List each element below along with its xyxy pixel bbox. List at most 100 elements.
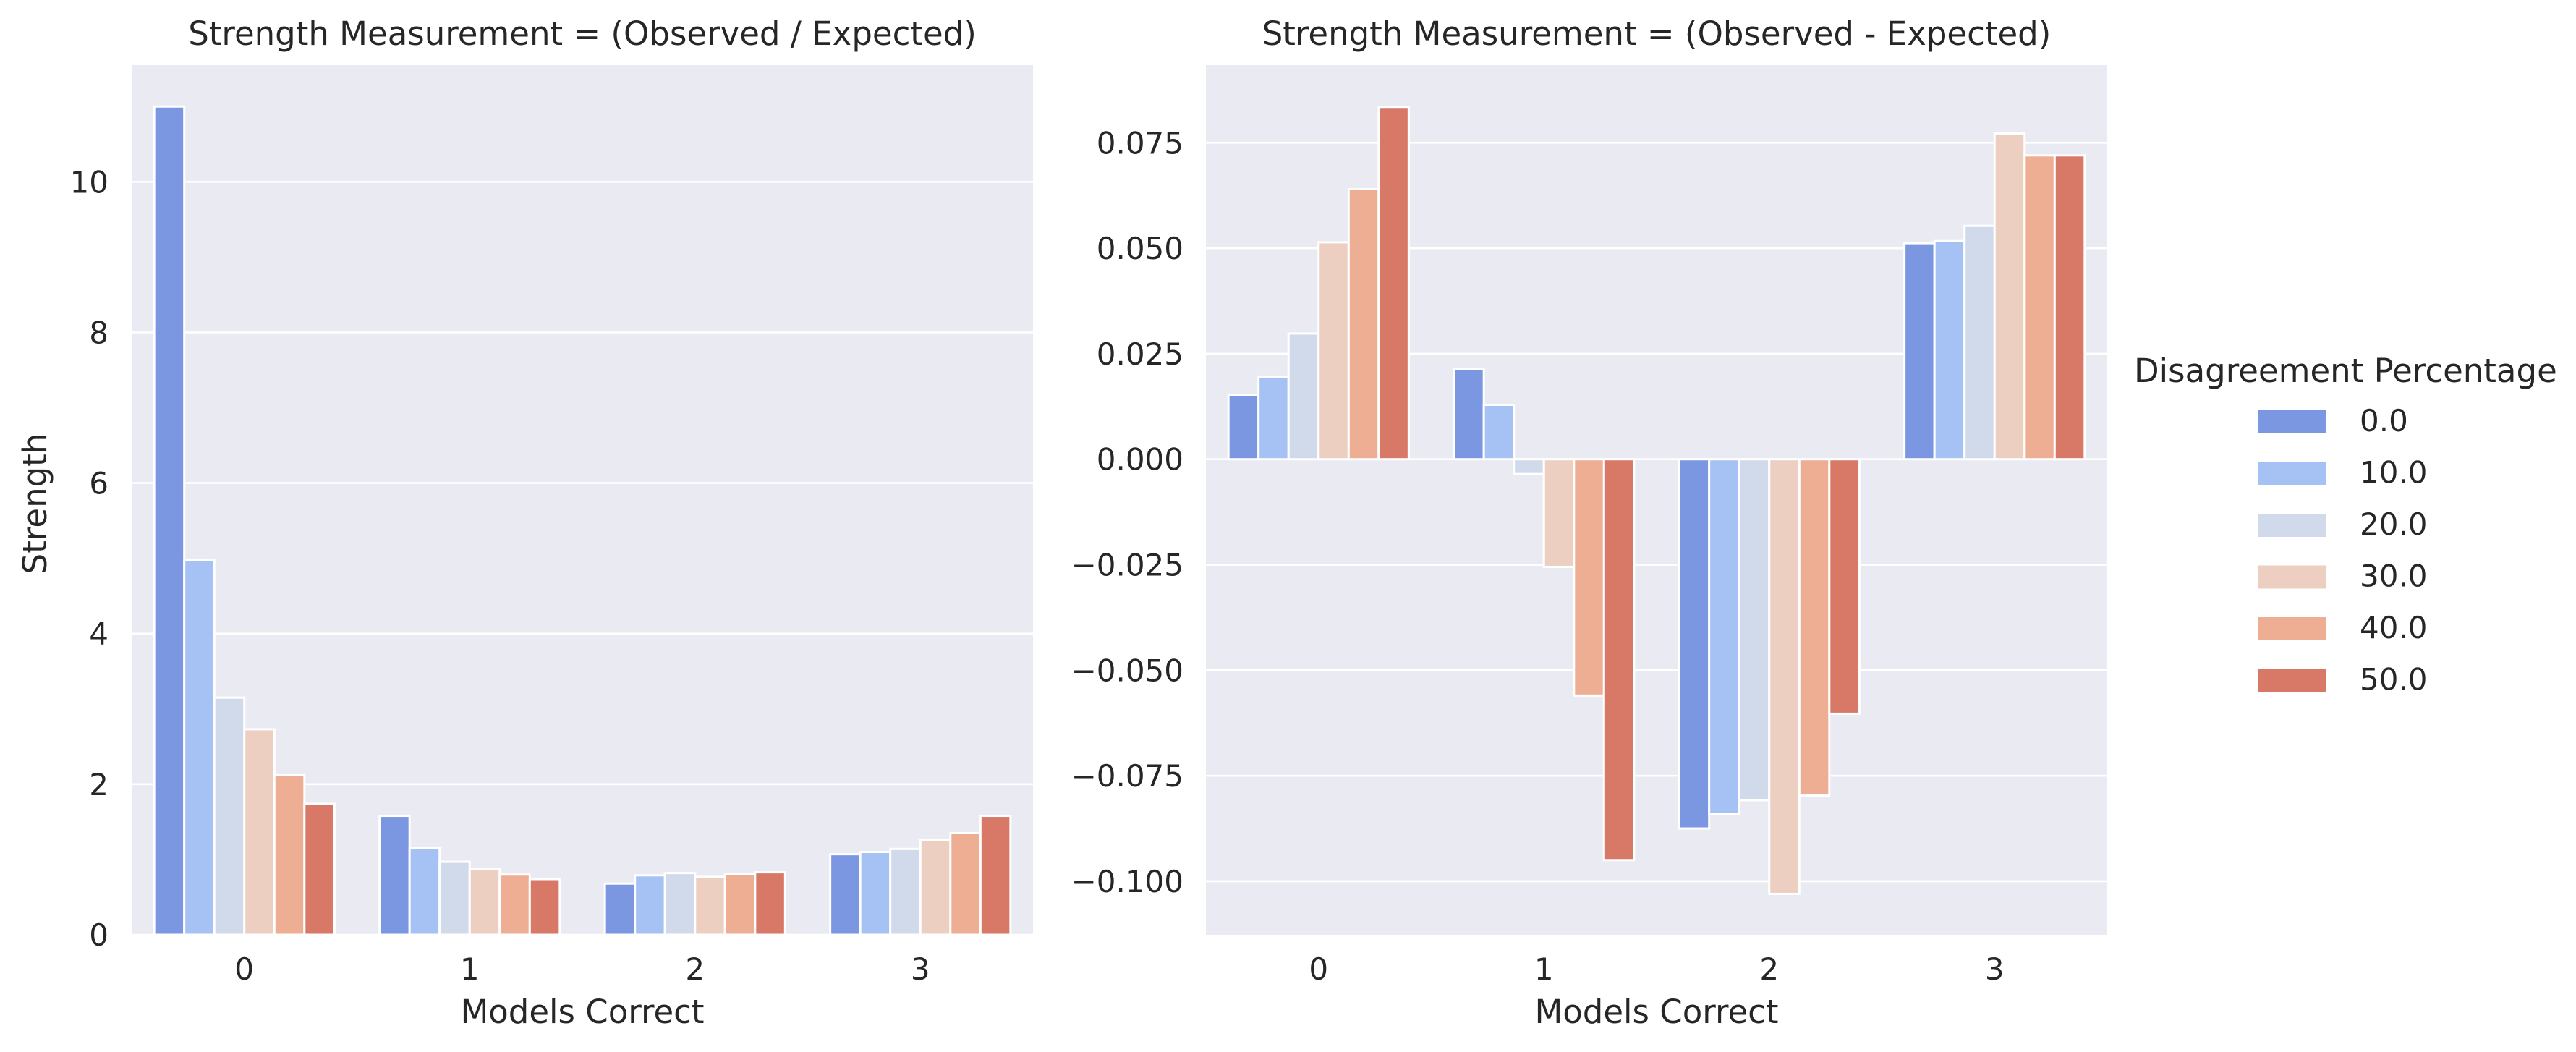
y-tick-label: 6 [89, 466, 109, 501]
y-tick-label: 2 [89, 767, 109, 802]
y-tick-label: −0.025 [1071, 548, 1183, 583]
bar-3-30_0 [919, 839, 952, 936]
bar-1-10_0 [408, 847, 441, 936]
bar-2-50_0 [1828, 458, 1861, 715]
x-axis-label: Models Correct [1534, 993, 1778, 1031]
y-tick-label: 0 [89, 917, 109, 953]
bar-1-10_0 [1482, 403, 1516, 461]
legend-label: 50.0 [2360, 662, 2428, 697]
bar-3-20_0 [889, 847, 922, 936]
bar-2-10_0 [1708, 458, 1740, 815]
bar-1-50_0 [528, 878, 561, 936]
y-tick-label: 0.025 [1097, 336, 1183, 372]
bar-1-0_0 [1453, 368, 1485, 461]
x-tick-labels: 0 1 2 3 [1309, 951, 2004, 987]
bar-2-20_0 [1738, 458, 1771, 802]
y-tick-label: −0.075 [1071, 758, 1183, 794]
legend-items: 0.0 10.0 20.0 30.0 40.0 50.0 [2256, 403, 2428, 697]
x-axis-label: Models Correct [460, 993, 704, 1031]
x-tick-label: 0 [1309, 951, 1328, 987]
legend-title: Disagreement Percentage [2134, 352, 2557, 390]
bar-1-0_0 [378, 815, 411, 936]
x-tick-label: 2 [1759, 951, 1779, 987]
bar-3-0_0 [1903, 242, 1936, 461]
legend-label: 20.0 [2360, 506, 2428, 542]
legend-label: 10.0 [2360, 455, 2428, 491]
legend-label: 30.0 [2360, 559, 2428, 594]
bar-0-0_0 [153, 105, 186, 936]
y-tick-labels: 0 2 4 6 8 10 [70, 164, 109, 953]
legend-swatch [2256, 564, 2327, 590]
bars [153, 105, 1012, 936]
bar-2-0_0 [603, 882, 637, 936]
bar-0-20_0 [1287, 332, 1320, 461]
x-tick-label: 1 [460, 951, 480, 987]
x-tick-labels: 0 1 2 3 [234, 951, 930, 987]
legend-swatch [2256, 460, 2327, 487]
legend-swatch [2256, 616, 2327, 642]
bar-0-0_0 [1227, 393, 1260, 461]
bar-3-50_0 [2053, 154, 2086, 461]
bar-0-10_0 [183, 559, 216, 936]
plot-background [1206, 65, 2107, 935]
bar-3-30_0 [1993, 132, 2026, 461]
bar-1-30_0 [1542, 458, 1576, 568]
bar-0-40_0 [273, 773, 306, 936]
legend-label: 40.0 [2360, 610, 2428, 645]
chart-panel-ratio: 0 2 4 6 8 10 0 1 2 3 Strength Measurement = (Obs… [16, 14, 1033, 1031]
bar-1-20_0 [438, 860, 471, 936]
bar-3-10_0 [1933, 239, 1966, 461]
bar-2-30_0 [1768, 458, 1801, 895]
legend-label: 0.0 [2360, 403, 2408, 438]
bar-0-30_0 [1317, 241, 1350, 461]
bar-2-10_0 [634, 874, 666, 936]
bar-0-10_0 [1257, 375, 1290, 461]
bar-1-40_0 [1573, 458, 1605, 697]
panel-title: Strength Measurement = (Observed - Expec… [1262, 14, 2052, 53]
x-tick-label: 2 [685, 951, 705, 987]
bar-0-20_0 [213, 696, 246, 936]
bar-2-40_0 [723, 873, 757, 936]
bar-2-0_0 [1678, 458, 1711, 830]
bar-1-20_0 [1513, 458, 1545, 475]
chart-panel-difference: −0.100 −0.075 −0.050 −0.025 0.000 0.025 0.050 0… [1071, 14, 2107, 1031]
y-tick-label: 0.075 [1097, 125, 1183, 161]
y-axis-label: Strength [16, 433, 54, 574]
legend-swatch [2256, 667, 2327, 694]
y-tick-label: −0.050 [1071, 653, 1183, 688]
bar-3-20_0 [1963, 224, 1996, 461]
panel-title: Strength Measurement = (Observed / Expec… [188, 14, 977, 53]
bar-0-30_0 [243, 728, 276, 936]
bar-2-20_0 [663, 872, 697, 936]
bar-2-30_0 [694, 875, 726, 936]
bar-3-40_0 [949, 832, 982, 936]
y-tick-label: 0.050 [1097, 231, 1183, 266]
bar-3-40_0 [2023, 154, 2056, 461]
x-tick-label: 0 [234, 951, 254, 987]
x-tick-label: 3 [1985, 951, 2005, 987]
y-tick-label: 4 [89, 616, 109, 652]
bars [1227, 106, 2086, 895]
x-tick-label: 3 [911, 951, 930, 987]
bar-3-50_0 [979, 815, 1012, 936]
y-tick-labels: −0.100 −0.075 −0.050 −0.025 0.000 0.025 0.050 0… [1071, 125, 1183, 899]
y-tick-label: 10 [70, 164, 109, 200]
bar-2-40_0 [1798, 458, 1831, 797]
legend: Disagreement Percentage 0.0 10.0 20.0 30.0 4… [2134, 352, 2557, 697]
bar-0-50_0 [1377, 106, 1410, 461]
bar-1-50_0 [1602, 458, 1636, 862]
x-tick-label: 1 [1534, 951, 1554, 987]
bar-0-50_0 [303, 802, 336, 936]
bar-1-40_0 [498, 873, 531, 936]
y-tick-label: 0.000 [1097, 442, 1183, 478]
legend-swatch [2256, 512, 2327, 538]
bar-3-0_0 [829, 853, 862, 936]
y-tick-label: −0.100 [1071, 864, 1183, 899]
bar-1-30_0 [468, 868, 501, 936]
legend-swatch [2256, 409, 2327, 435]
y-tick-label: 8 [89, 315, 109, 350]
bar-3-10_0 [859, 851, 892, 936]
bar-2-50_0 [754, 871, 786, 936]
bar-0-40_0 [1347, 187, 1380, 461]
